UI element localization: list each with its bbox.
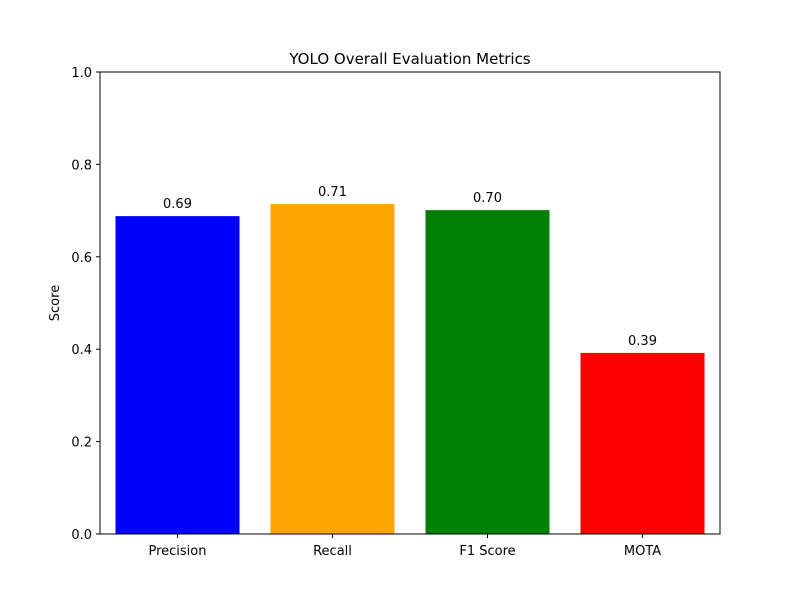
y-tick-label: 0.2 <box>71 436 92 451</box>
y-axis-label: Score <box>48 285 63 321</box>
y-tick-label: 0.8 <box>71 158 92 173</box>
value-label: 0.39 <box>628 334 657 349</box>
plot-area-frame <box>99 71 721 535</box>
value-label: 0.71 <box>318 185 347 200</box>
value-labels-layer: 0.69 0.71 0.70 0.39 <box>163 185 657 349</box>
bar-recall <box>270 204 395 534</box>
y-tick-label: 1.0 <box>71 66 92 81</box>
chart-title: YOLO Overall Evaluation Metrics <box>288 50 530 68</box>
bar-mota <box>580 352 705 534</box>
y-tick-label: 0.0 <box>71 528 92 543</box>
value-label: 0.70 <box>473 191 502 206</box>
x-tick-label: Recall <box>313 544 352 559</box>
axes-layer: Precision Recall F1 Score MOTA 0.0 0.2 0.4 0.6 0… <box>71 66 661 559</box>
y-tick-label: 0.6 <box>71 251 92 266</box>
bar-f1-score <box>425 210 550 534</box>
y-tick-label: 0.4 <box>71 343 92 358</box>
x-tick-label: MOTA <box>624 544 661 559</box>
bar-precision <box>115 216 240 535</box>
bars-layer <box>115 204 705 535</box>
x-tick-label: F1 Score <box>459 544 515 559</box>
value-label: 0.69 <box>163 197 192 212</box>
x-tick-label: Precision <box>148 544 206 559</box>
